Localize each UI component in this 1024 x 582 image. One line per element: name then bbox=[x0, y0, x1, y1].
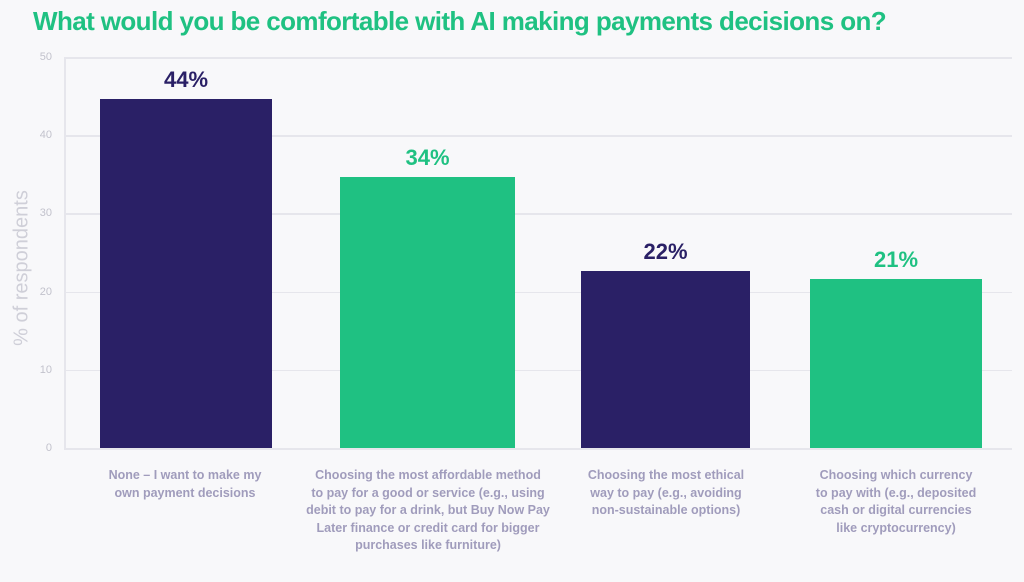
y-axis-line bbox=[64, 57, 66, 449]
y-tick-label: 30 bbox=[39, 207, 52, 220]
category-label-line: own payment decisions bbox=[114, 485, 256, 500]
bar bbox=[100, 99, 272, 448]
category-label-line: cash or digital currencies bbox=[820, 503, 972, 517]
bar bbox=[581, 271, 750, 448]
category-label-line: Choosing the most affordable method bbox=[315, 468, 541, 482]
category-label-line: non-sustainable options) bbox=[591, 503, 741, 517]
category-label-line: Choosing which currency bbox=[819, 468, 973, 482]
gridline bbox=[64, 213, 1012, 215]
gridline bbox=[64, 448, 1012, 450]
category-label-line: like cryptocurrency) bbox=[836, 520, 956, 535]
y-tick-label: 40 bbox=[39, 129, 52, 142]
gridline bbox=[64, 369, 1012, 372]
category-label-line: purchases like furniture) bbox=[355, 538, 501, 552]
chart-title: What would you be comfortable with AI ma… bbox=[33, 6, 887, 36]
x-category-label: Choosing which currency to pay with (e.g.… bbox=[796, 467, 996, 537]
category-label-line: Later finance or credit card for bigger bbox=[316, 520, 540, 535]
bar-value-label: 21% bbox=[873, 247, 919, 273]
bar bbox=[340, 177, 515, 448]
gridline bbox=[64, 57, 1012, 59]
bar-value-label: 34% bbox=[405, 145, 450, 171]
x-category-label: Choosing the most ethical way to pay (e.g… bbox=[566, 467, 766, 520]
y-tick-label: 10 bbox=[39, 363, 52, 376]
bar-value-label: 44% bbox=[163, 67, 209, 93]
bar-value-label: 22% bbox=[643, 239, 688, 265]
x-category-label: None – I want to make my own payment deci… bbox=[65, 467, 305, 502]
gridline bbox=[64, 291, 1012, 294]
category-label-line: to pay for a good or service (e.g., usin… bbox=[311, 485, 545, 500]
y-tick-label: 50 bbox=[39, 51, 52, 63]
y-tick-label: 0 bbox=[45, 442, 52, 454]
x-category-label: Choosing the most affordable method to pa… bbox=[298, 467, 558, 555]
category-label-line: None – I want to make my bbox=[108, 468, 262, 482]
category-label-line: debit to pay for a drink, but Buy Now Pa… bbox=[306, 503, 550, 517]
gridline bbox=[64, 135, 1012, 137]
category-label-line: way to pay (e.g., avoiding bbox=[590, 485, 742, 500]
category-label-line: to pay with (e.g., deposited bbox=[815, 485, 977, 500]
category-label-line: Choosing the most ethical bbox=[587, 468, 745, 482]
y-tick-label: 20 bbox=[39, 285, 52, 298]
bar bbox=[810, 279, 982, 448]
